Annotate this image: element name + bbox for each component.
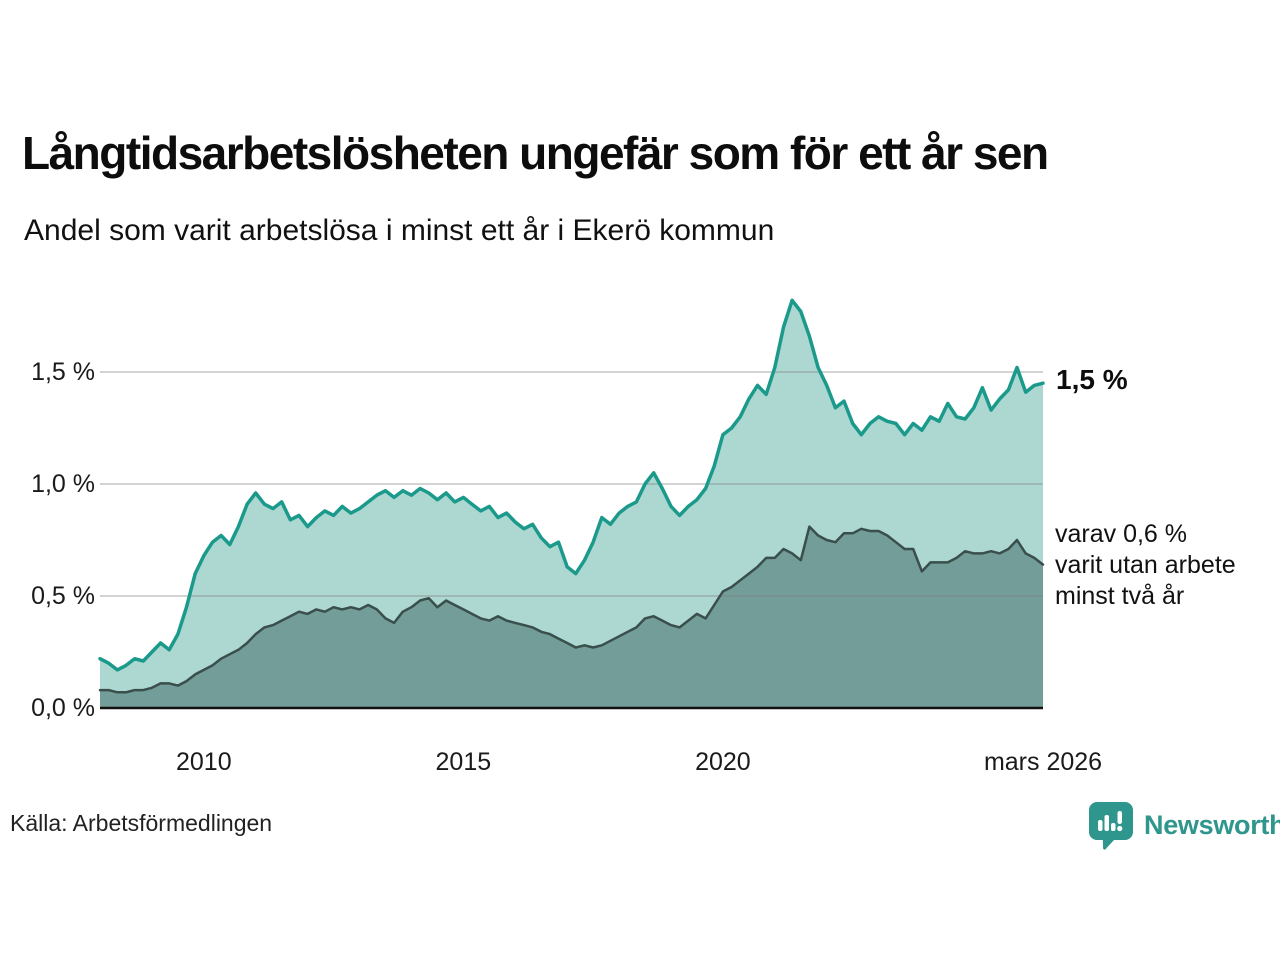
newsworthy-wordmark: Newsworthy	[1144, 809, 1280, 840]
second-series-annotation: varav 0,6 % varit utan arbete minst två …	[1055, 519, 1236, 612]
chart-series-lines	[98, 298, 1045, 694]
x-tick-label: 2015	[435, 748, 492, 776]
chart-gridlines	[100, 371, 1043, 597]
x-tick-label: mars 2026	[983, 748, 1103, 776]
x-tick-label: 2020	[695, 748, 751, 776]
y-tick-label: 1,0 %	[31, 470, 95, 498]
series-line-2	[98, 525, 1045, 694]
latest-value-annotation: 1,5 %	[1056, 364, 1128, 396]
page-title: Långtidsarbetslösheten ungefär som för e…	[22, 127, 1049, 179]
y-tick-label: 1,5 %	[31, 358, 95, 386]
y-tick-label: 0,0 %	[31, 694, 95, 722]
source-attribution: Källa: Arbetsförmedlingen	[10, 810, 273, 836]
annotation-line-2: varit utan arbete	[1055, 550, 1236, 579]
page-subtitle: Andel som varit arbetslösa i minst ett å…	[24, 214, 775, 247]
newsworthy-logo-icon	[1089, 801, 1133, 850]
y-tick-label: 0,5 %	[31, 582, 95, 610]
newsworthy-brand: Newsworthy	[1088, 800, 1280, 850]
x-tick-label: 2010	[176, 748, 232, 776]
chart-area-fills	[100, 300, 1043, 708]
annotation-line-1: varav 0,6 %	[1055, 519, 1188, 548]
series-line-1	[98, 298, 1045, 672]
area-fill-series-2	[100, 526, 1043, 708]
annotation-line-3: minst två år	[1055, 581, 1185, 610]
